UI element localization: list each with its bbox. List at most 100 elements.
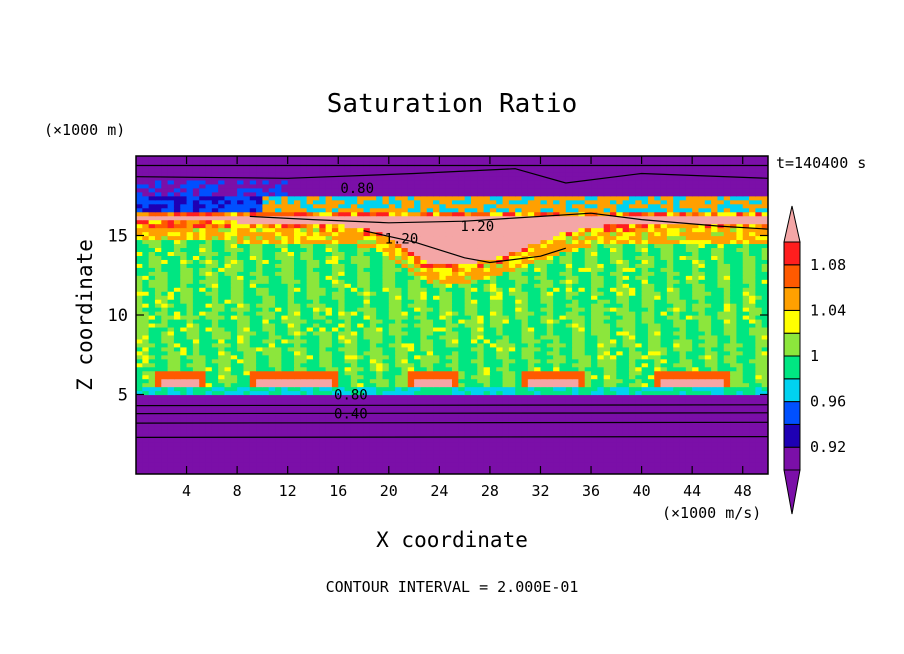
field-cell — [331, 366, 339, 372]
field-cell — [148, 279, 156, 284]
field-cell — [136, 430, 143, 435]
field-cell — [452, 287, 459, 292]
field-cell — [749, 374, 756, 380]
field-cell — [610, 390, 617, 396]
field-cell — [692, 342, 700, 348]
field-cell — [673, 311, 681, 316]
field-cell — [230, 454, 238, 459]
field-cell — [407, 454, 415, 459]
field-cell — [426, 418, 434, 423]
field-cell — [218, 322, 226, 328]
field-cell — [211, 279, 219, 284]
field-cell — [521, 450, 529, 455]
field-cell — [186, 434, 194, 439]
field-cell — [268, 462, 276, 467]
field-cell — [502, 458, 510, 463]
field-cell — [496, 430, 504, 435]
field-cell — [148, 299, 156, 304]
field-cell — [591, 414, 598, 419]
field-cell — [521, 342, 529, 348]
field-cell — [666, 358, 674, 364]
field-cell — [660, 370, 668, 376]
field-cell — [369, 338, 377, 344]
field-cell — [654, 287, 662, 292]
field-cell — [527, 318, 535, 324]
field-cell — [521, 462, 529, 467]
field-cell — [464, 462, 472, 467]
field-cell — [477, 390, 485, 396]
field-cell — [407, 382, 415, 388]
field-cell — [565, 394, 573, 400]
field-cell — [439, 338, 447, 344]
field-cell — [300, 398, 308, 404]
field-cell — [628, 303, 636, 308]
field-cell — [294, 283, 301, 288]
field-cell — [755, 442, 763, 447]
field-cell — [534, 291, 542, 296]
field-cell — [154, 394, 162, 400]
field-cell — [521, 346, 529, 352]
field-cell — [205, 307, 213, 312]
field-cell — [641, 338, 649, 344]
field-cell — [395, 307, 403, 312]
field-cell — [173, 402, 181, 408]
field-cell — [142, 466, 150, 471]
field-cell — [249, 362, 257, 368]
field-cell — [502, 450, 510, 455]
field-cell — [312, 370, 320, 376]
field-cell — [237, 334, 245, 340]
field-cell — [218, 410, 226, 415]
field-cell — [635, 287, 643, 292]
field-cell — [685, 326, 693, 332]
field-cell — [161, 287, 169, 292]
field-cell — [281, 386, 289, 392]
field-cell — [350, 311, 358, 316]
field-cell — [597, 299, 605, 304]
field-cell — [395, 299, 403, 304]
field-cell — [388, 374, 396, 380]
field-cell — [224, 470, 232, 474]
field-cell — [616, 442, 624, 447]
field-cell — [287, 299, 295, 304]
field-cell — [610, 378, 617, 384]
field-cell — [452, 338, 459, 344]
field-cell — [382, 354, 390, 360]
field-cell — [312, 434, 320, 439]
field-cell — [325, 334, 333, 340]
field-cell — [458, 346, 466, 352]
field-cell — [685, 458, 693, 463]
field-cell — [281, 374, 289, 380]
field-cell — [723, 342, 731, 348]
field-cell — [192, 458, 200, 463]
field-cell — [534, 279, 542, 284]
field-cell — [275, 315, 282, 320]
field-cell — [679, 322, 687, 328]
field-cell — [553, 430, 561, 435]
field-cell — [515, 406, 523, 412]
field-cell — [458, 322, 466, 328]
field-cell — [357, 442, 365, 447]
field-cell — [369, 354, 377, 360]
field-cell — [376, 315, 384, 320]
field-cell — [616, 287, 624, 292]
field-cell — [256, 410, 263, 415]
field-cell — [433, 422, 440, 427]
field-cell — [319, 402, 327, 408]
field-cell — [692, 283, 700, 288]
field-cell — [477, 291, 485, 296]
field-cell — [395, 398, 403, 404]
field-cell — [136, 462, 143, 467]
field-cell — [243, 326, 251, 332]
field-cell — [319, 374, 327, 380]
field-cell — [616, 334, 624, 340]
field-cell — [401, 330, 409, 336]
field-cell — [515, 326, 523, 332]
field-cell — [502, 295, 510, 300]
field-cell — [426, 287, 434, 292]
field-cell — [268, 406, 276, 412]
field-cell — [275, 338, 282, 344]
field-cell — [395, 318, 403, 324]
field-cell — [723, 322, 731, 328]
field-cell — [401, 470, 409, 474]
field-cell — [711, 311, 719, 316]
